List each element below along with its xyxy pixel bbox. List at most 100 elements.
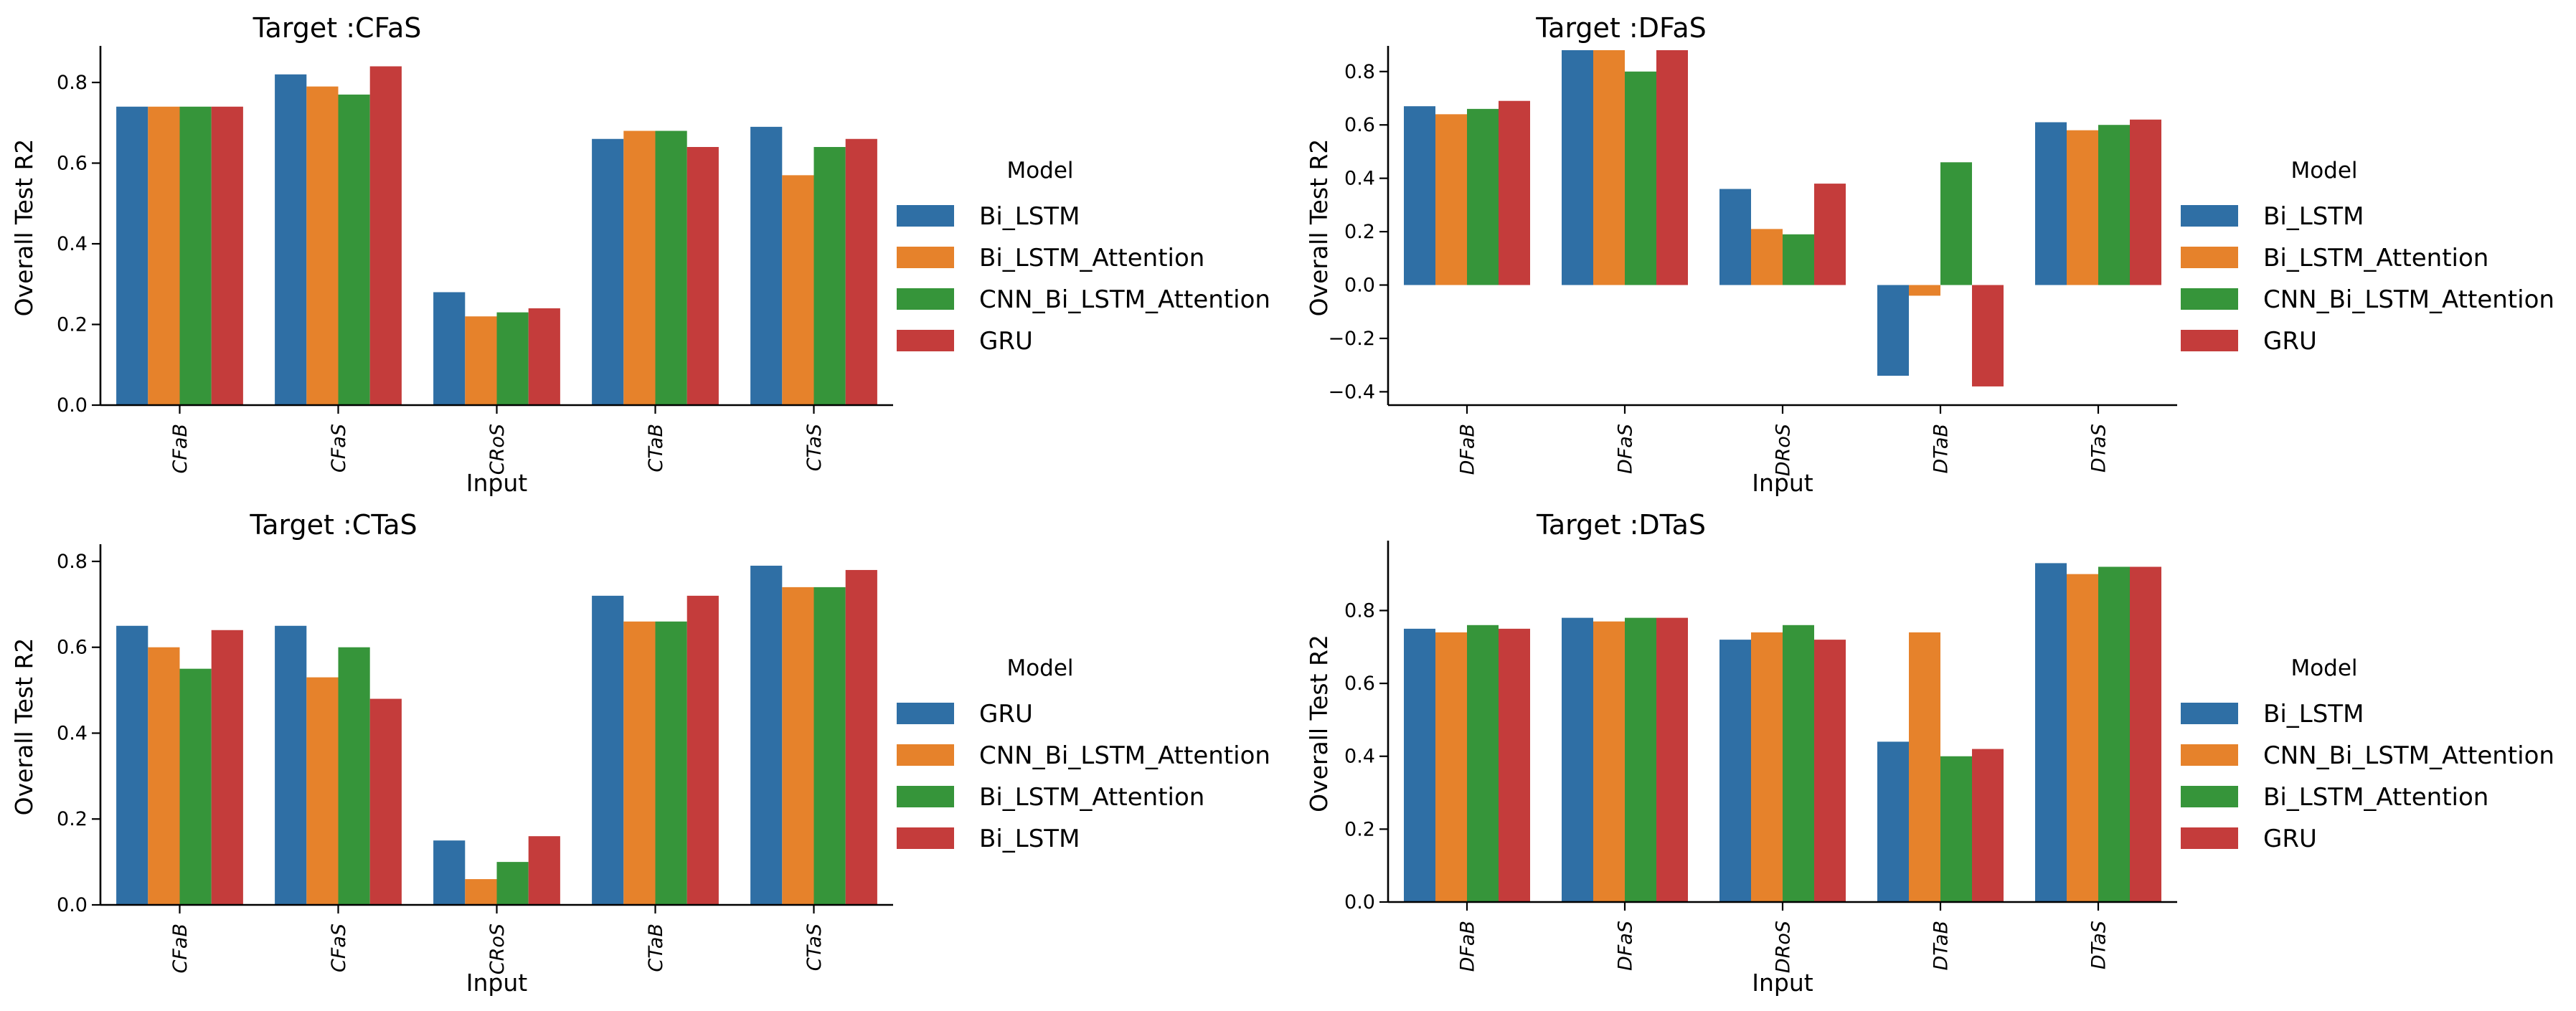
y-tick-label: 0.8 — [57, 72, 88, 94]
bar — [1972, 285, 2004, 386]
y-tick-label: 0.6 — [1344, 114, 1375, 136]
legend-label: Bi_LSTM — [2263, 202, 2364, 231]
legend-label: CNN_Bi_LSTM_Attention — [979, 285, 1270, 314]
legend-label: CNN_Bi_LSTM_Attention — [979, 741, 1270, 770]
bar — [1719, 640, 1751, 902]
x-tick-label: DTaS — [2087, 424, 2110, 473]
legend-swatch — [2181, 703, 2238, 724]
bar — [1562, 50, 1593, 285]
y-tick-label: 0.2 — [1344, 818, 1375, 840]
legend-label: GRU — [979, 327, 1033, 356]
legend: Model Bi_LSTM CNN_Bi_LSTM_Attention Bi_LSTM… — [2181, 655, 2554, 853]
x-tick-label: DTaB — [1930, 921, 1952, 971]
bar — [1909, 632, 1940, 902]
y-axis-label: Overall Test R2 — [1305, 139, 1333, 317]
bar — [433, 292, 466, 405]
y-tick-label: 0.2 — [57, 314, 88, 336]
bar — [1877, 741, 1909, 902]
legend-swatch — [897, 744, 954, 766]
x-tick-label: DFaS — [1614, 424, 1636, 474]
legend-label: Bi_LSTM — [979, 202, 1080, 231]
bar — [782, 587, 814, 905]
y-tick-label: 0.4 — [1344, 746, 1375, 768]
bar — [275, 74, 307, 405]
y-tick-label: 0.4 — [1344, 168, 1375, 190]
bar — [369, 698, 402, 905]
legend-swatch — [2181, 205, 2238, 227]
bar — [338, 647, 370, 905]
y-tick-label: 0.2 — [57, 808, 88, 830]
legend-swatch — [897, 703, 954, 724]
bar — [750, 126, 783, 405]
bar — [2035, 122, 2067, 285]
x-tick-label: CFaS — [328, 924, 350, 972]
bar — [782, 175, 814, 405]
bar — [687, 147, 719, 405]
legend-label: Bi_LSTM_Attention — [979, 783, 1204, 812]
bar — [496, 312, 529, 405]
y-tick-label: 0.6 — [1344, 673, 1375, 695]
x-tick-label: DTaB — [1930, 424, 1952, 474]
bar — [211, 630, 243, 905]
x-axis-label: Input — [466, 469, 528, 497]
bar — [275, 625, 307, 905]
bar — [813, 147, 846, 405]
chart-panel-4: Target :DTaS Overall Test R2 Input 0.0 0.2 0.… — [1305, 509, 2554, 997]
bar — [750, 565, 783, 905]
bar — [465, 316, 497, 405]
legend-swatch — [2181, 827, 2238, 849]
bar — [1467, 108, 1499, 285]
chart-panel-2: Target :DFaS Overall Test R2 Input −0.4 −0.2… — [1305, 12, 2554, 497]
y-tick-label: 0.4 — [57, 233, 88, 255]
x-tick-label: DTaS — [2087, 921, 2110, 969]
legend-swatch — [2181, 247, 2238, 268]
legend-title: Model — [2290, 655, 2357, 681]
legend-label: Bi_LSTM_Attention — [2263, 244, 2488, 272]
x-axis-label: Input — [1752, 469, 1813, 497]
bar — [2067, 130, 2098, 285]
bar — [845, 138, 877, 405]
legend-swatch — [897, 288, 954, 310]
bar — [179, 106, 212, 405]
y-axis-label: Overall Test R2 — [1305, 635, 1333, 812]
bar — [338, 94, 370, 405]
legend-label: CNN_Bi_LSTM_Attention — [2263, 285, 2554, 314]
chart-title: Target :CFaS — [253, 12, 422, 44]
bar — [845, 569, 877, 905]
bar — [1625, 617, 1656, 902]
y-tick-label: 0.0 — [57, 894, 88, 916]
x-tick-label: DRoS — [1772, 424, 1794, 476]
bar — [496, 862, 529, 905]
legend-title: Model — [1006, 158, 1073, 184]
legend-label: GRU — [2263, 825, 2317, 853]
legend-title: Model — [2290, 158, 2357, 184]
legend-label: Bi_LSTM — [2263, 700, 2364, 728]
bar — [211, 106, 243, 405]
bar — [1404, 106, 1435, 285]
bar — [2098, 125, 2130, 285]
y-tick-label: 0.8 — [1344, 61, 1375, 83]
bar — [1972, 749, 2004, 902]
bar — [1751, 632, 1783, 902]
legend-label: GRU — [2263, 327, 2317, 356]
bar — [1719, 189, 1751, 285]
bar — [116, 106, 148, 405]
bar — [1562, 617, 1593, 902]
bar — [1656, 617, 1688, 902]
y-tick-label: 0.0 — [1344, 275, 1375, 297]
bar — [528, 308, 560, 405]
bar — [148, 647, 180, 905]
x-axis-label: Input — [466, 969, 528, 997]
bar — [433, 840, 466, 905]
legend-label: Bi_LSTM_Attention — [2263, 783, 2488, 812]
y-tick-label: 0.0 — [57, 394, 88, 417]
x-tick-label: CFaB — [169, 424, 192, 473]
legend-label: Bi_LSTM — [979, 825, 1080, 853]
legend-label: GRU — [979, 700, 1033, 728]
x-tick-label: DFaB — [1456, 424, 1478, 475]
x-axis-label: Input — [1752, 969, 1813, 997]
bar — [1435, 632, 1467, 902]
legend-swatch — [2181, 786, 2238, 807]
bar — [116, 625, 148, 905]
bar — [1656, 50, 1688, 285]
